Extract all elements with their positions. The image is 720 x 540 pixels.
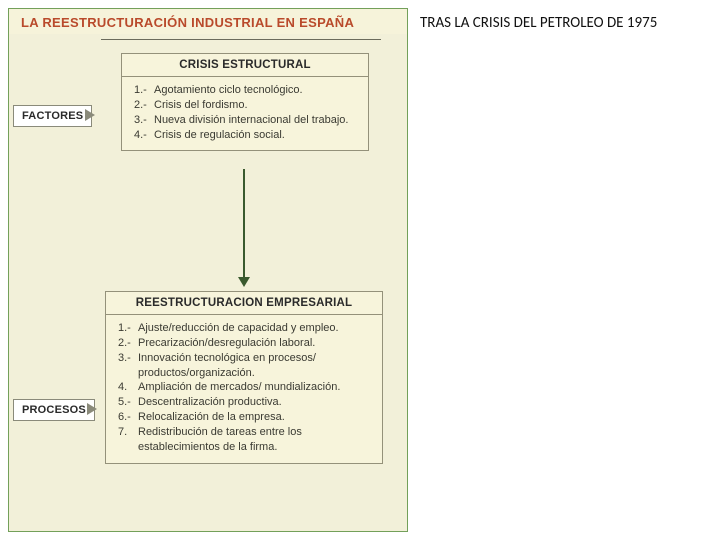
side-arrow-procesos bbox=[87, 403, 97, 415]
item-text: Crisis de regulación social. bbox=[154, 128, 358, 143]
list-item: 3.- Nueva división internacional del tra… bbox=[134, 113, 358, 128]
slide-caption: TRAS LA CRISIS DEL PETROLEO DE 1975 bbox=[420, 14, 710, 32]
box-crisis-estructural: CRISIS ESTRUCTURAL 1.- Agotamiento ciclo… bbox=[121, 53, 369, 151]
box2-header: REESTRUCTURACION EMPRESARIAL bbox=[106, 292, 382, 315]
item-num: 1.- bbox=[134, 83, 154, 98]
item-num: 2.- bbox=[134, 98, 154, 113]
item-num: 3.- bbox=[118, 351, 138, 381]
item-text: Relocalización de la empresa. bbox=[138, 410, 372, 425]
arrow-line bbox=[243, 169, 245, 279]
box-reestructuracion-empresarial: REESTRUCTURACION EMPRESARIAL 1.- Ajuste/… bbox=[105, 291, 383, 464]
item-text: Nueva división internacional del trabajo… bbox=[154, 113, 358, 128]
arrow-head-icon bbox=[238, 277, 250, 287]
list-item: 1.- Ajuste/reducción de capacidad y empl… bbox=[118, 321, 372, 336]
diagram-frame: LA REESTRUCTURACIÓN INDUSTRIAL EN ESPAÑA… bbox=[8, 8, 408, 532]
item-text: Redistribución de tareas entre los estab… bbox=[138, 425, 372, 455]
list-item: 3.- Innovación tecnológica en procesos/ … bbox=[118, 351, 372, 381]
item-num: 6.- bbox=[118, 410, 138, 425]
list-item: 2.- Precarización/desregulación laboral. bbox=[118, 336, 372, 351]
list-item: 7. Redistribución de tareas entre los es… bbox=[118, 425, 372, 455]
item-num: 4. bbox=[118, 380, 138, 395]
item-text: Agotamiento ciclo tecnológico. bbox=[154, 83, 358, 98]
item-text: Ampliación de mercados/ mundialización. bbox=[138, 380, 372, 395]
list-item: 1.- Agotamiento ciclo tecnológico. bbox=[134, 83, 358, 98]
list-item: 5.- Descentralización productiva. bbox=[118, 395, 372, 410]
item-text: Innovación tecnológica en procesos/ prod… bbox=[138, 351, 372, 381]
item-num: 1.- bbox=[118, 321, 138, 336]
item-num: 3.- bbox=[134, 113, 154, 128]
item-num: 5.- bbox=[118, 395, 138, 410]
list-item: 2.- Crisis del fordismo. bbox=[134, 98, 358, 113]
list-item: 6.- Relocalización de la empresa. bbox=[118, 410, 372, 425]
side-arrow-factores bbox=[85, 109, 95, 121]
item-text: Precarización/desregulación laboral. bbox=[138, 336, 372, 351]
diagram-title: LA REESTRUCTURACIÓN INDUSTRIAL EN ESPAÑA bbox=[9, 9, 407, 34]
item-num: 2.- bbox=[118, 336, 138, 351]
item-num: 7. bbox=[118, 425, 138, 455]
item-text: Ajuste/reducción de capacidad y empleo. bbox=[138, 321, 372, 336]
item-text: Descentralización productiva. bbox=[138, 395, 372, 410]
list-item: 4.- Crisis de regulación social. bbox=[134, 128, 358, 143]
side-label-factores: FACTORES bbox=[13, 105, 92, 127]
item-text: Crisis del fordismo. bbox=[154, 98, 358, 113]
list-item: 4. Ampliación de mercados/ mundializació… bbox=[118, 380, 372, 395]
item-num: 4.- bbox=[134, 128, 154, 143]
box1-body: 1.- Agotamiento ciclo tecnológico. 2.- C… bbox=[122, 77, 368, 150]
box2-body: 1.- Ajuste/reducción de capacidad y empl… bbox=[106, 315, 382, 463]
side-label-procesos: PROCESOS bbox=[13, 399, 95, 421]
title-rule bbox=[101, 39, 381, 40]
box1-header: CRISIS ESTRUCTURAL bbox=[122, 54, 368, 77]
